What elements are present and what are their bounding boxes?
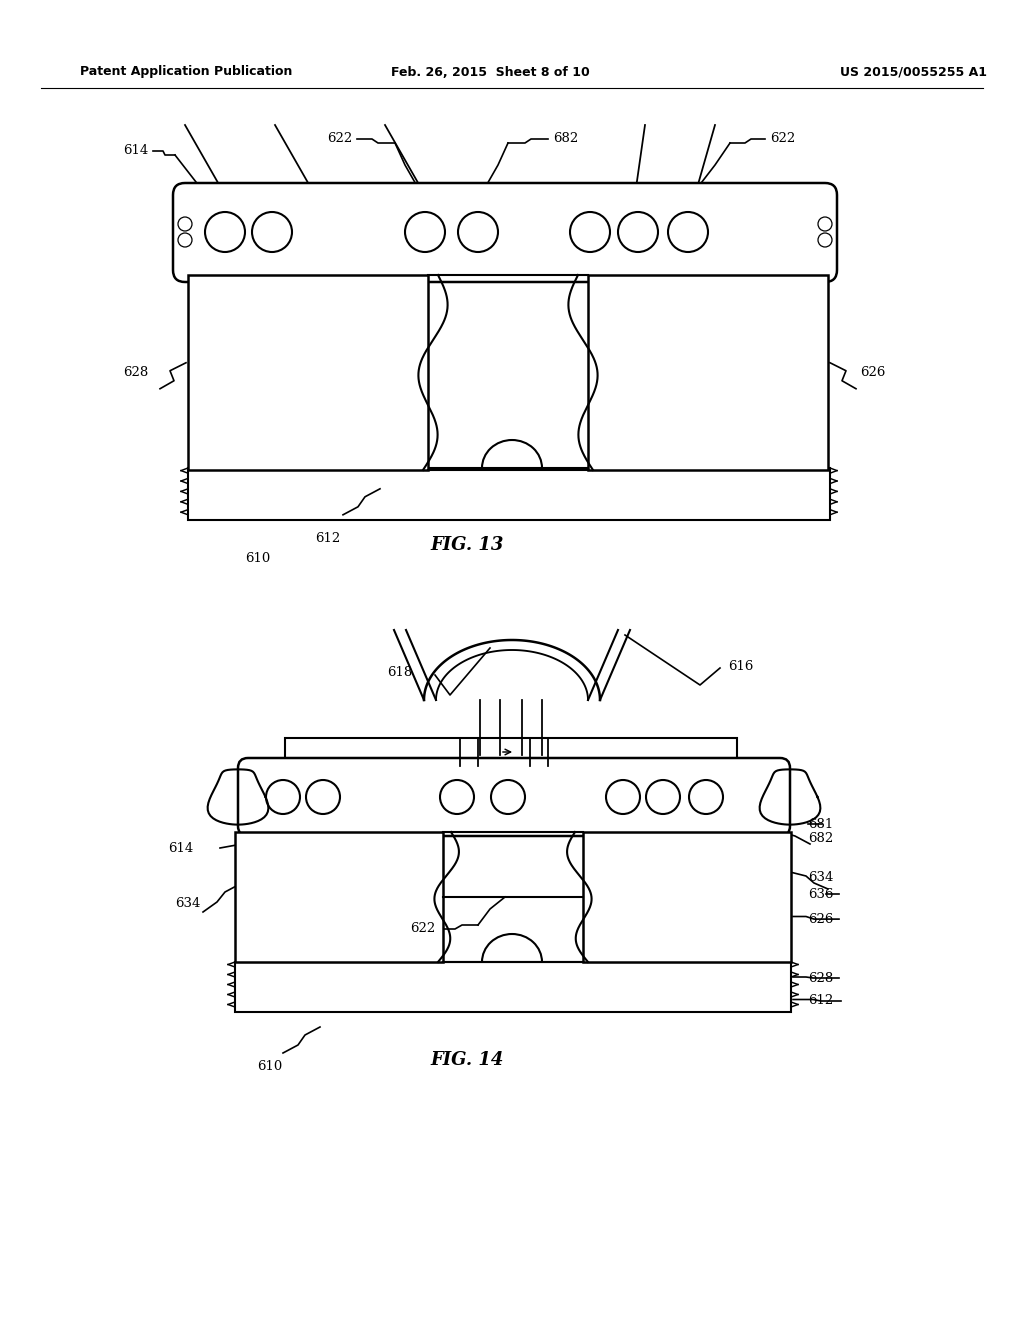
- FancyBboxPatch shape: [238, 758, 790, 836]
- Text: 681: 681: [808, 817, 834, 830]
- Text: 612: 612: [808, 994, 834, 1007]
- Text: Patent Application Publication: Patent Application Publication: [80, 66, 293, 78]
- Text: FIG. 13: FIG. 13: [430, 536, 504, 554]
- Bar: [234, 962, 791, 1012]
- Bar: [285, 738, 737, 766]
- Text: 634: 634: [175, 898, 200, 909]
- Text: 612: 612: [314, 532, 340, 544]
- Text: 628: 628: [808, 972, 834, 985]
- Text: 616: 616: [728, 660, 754, 672]
- Text: 610: 610: [246, 552, 270, 565]
- Text: 622: 622: [770, 132, 796, 145]
- FancyBboxPatch shape: [173, 183, 837, 282]
- Text: US 2015/0055255 A1: US 2015/0055255 A1: [840, 66, 987, 78]
- Text: 628: 628: [123, 366, 148, 379]
- Text: 636: 636: [808, 888, 834, 900]
- Bar: [583, 832, 791, 962]
- Text: 626: 626: [860, 366, 886, 379]
- Text: 614: 614: [168, 842, 193, 854]
- Text: Feb. 26, 2015  Sheet 8 of 10: Feb. 26, 2015 Sheet 8 of 10: [390, 66, 590, 78]
- Text: 622: 622: [327, 132, 352, 145]
- Bar: [188, 469, 830, 520]
- Text: FIG. 14: FIG. 14: [430, 1051, 504, 1069]
- Text: 626: 626: [808, 912, 834, 925]
- Bar: [588, 275, 828, 470]
- Text: 682: 682: [808, 832, 834, 845]
- Text: 634: 634: [808, 871, 834, 884]
- Text: 618: 618: [387, 665, 412, 678]
- Text: 610: 610: [257, 1060, 283, 1073]
- Text: 614: 614: [123, 144, 148, 157]
- Bar: [234, 832, 443, 962]
- Text: 622: 622: [410, 923, 435, 936]
- Text: 682: 682: [553, 132, 579, 145]
- Bar: [188, 275, 428, 470]
